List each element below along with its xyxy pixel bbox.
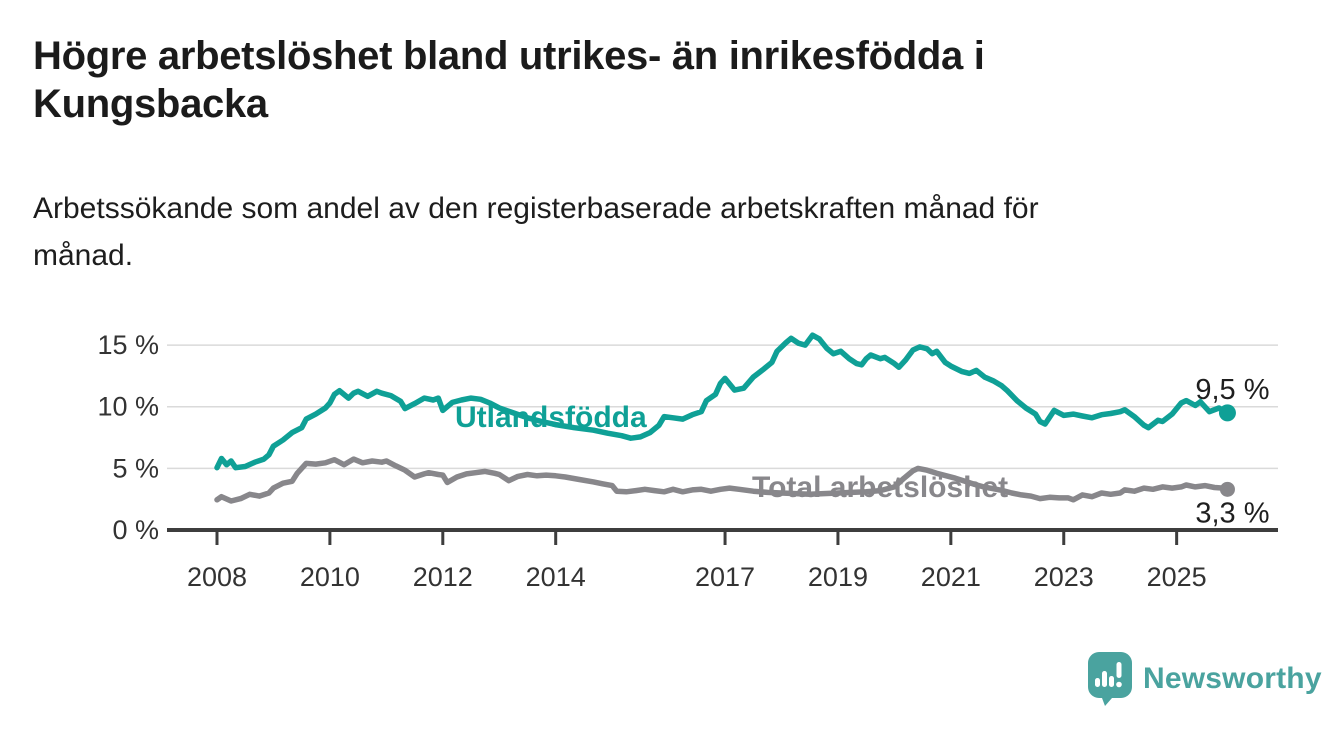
x-tick-label-2019: 2019 [808, 562, 868, 592]
page-subtitle: Arbetssökande som andel av den registerb… [33, 186, 1293, 279]
logo-bar-2 [1102, 671, 1107, 687]
series-line-total-arbetsloshet [214, 456, 1231, 504]
page-title-line2: Kungsbacka [33, 82, 268, 126]
brand-wordmark: Newsworthy [1143, 662, 1322, 695]
series-label-total-arbetsloshet: Total arbetslöshet [752, 471, 1008, 504]
newsworthy-logo: Newsworthy [1088, 652, 1322, 706]
page-title-line1: Högre arbetslöshet bland utrikes- än inr… [33, 34, 985, 78]
series-lines [214, 332, 1231, 504]
series-end-dot-utlandsfodda [1218, 404, 1236, 422]
x-tick-label-2021: 2021 [921, 562, 981, 592]
logo-exclamation-bar [1116, 662, 1122, 678]
x-tick-label-2010: 2010 [300, 562, 360, 592]
logo-bar-3 [1109, 676, 1114, 687]
x-tick-label-2025: 2025 [1147, 562, 1207, 592]
x-tick-label-2008: 2008 [187, 562, 247, 592]
x-tick-label-2014: 2014 [526, 562, 586, 592]
page-subtitle-line2: månad. [33, 238, 134, 272]
x-tick-label-2012: 2012 [413, 562, 473, 592]
y-tick-label-0: 0 % [112, 515, 159, 545]
y-tick-label-15: 15 % [97, 330, 159, 360]
y-tick-label-5: 5 % [112, 453, 159, 483]
y-tick-label-10: 10 % [97, 392, 159, 422]
gridlines [167, 344, 1278, 470]
series-label-utlandsfodda: Utlandsfödda [455, 401, 647, 434]
chart-labels: 0 % 5 % 10 % 15 % 2008 2010 2012 2014 2017 2019 20… [97, 330, 1269, 592]
x-tick-label-2023: 2023 [1034, 562, 1094, 592]
x-tick-label-2017: 2017 [695, 562, 755, 592]
end-value-label-total-arbetsloshet: 3,3 % [1195, 497, 1269, 529]
x-axis [167, 528, 1278, 545]
logo-bar-1 [1095, 678, 1100, 687]
series-line-utlandsfodda [214, 332, 1231, 471]
page-title: Högre arbetslöshet bland utrikes- än inr… [33, 32, 1293, 128]
page-subtitle-line1: Arbetssökande som andel av den registerb… [33, 192, 1039, 225]
logo-exclamation-dot [1116, 681, 1122, 688]
series-end-dot-total-arbetsloshet [1219, 481, 1235, 497]
newsworthy-speech-bubble-bar-chart-icon [1088, 652, 1132, 706]
end-value-label-utlandsfodda: 9,5 % [1195, 374, 1269, 406]
